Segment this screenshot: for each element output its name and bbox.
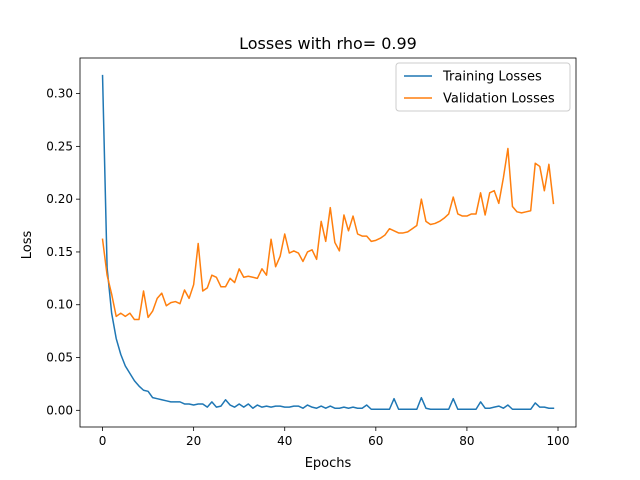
legend-label-1: Validation Losses xyxy=(443,92,555,107)
x-tick-label: 60 xyxy=(368,434,383,448)
x-tick-label: 0 xyxy=(99,434,107,448)
chart-title: Losses with rho= 0.99 xyxy=(239,34,417,53)
legend-label-0: Training Losses xyxy=(442,70,542,85)
y-axis-label: Loss xyxy=(20,231,35,260)
x-tick-label: 20 xyxy=(186,434,201,448)
y-tick-label: 0.30 xyxy=(46,87,73,101)
x-axis-label: Epochs xyxy=(305,456,352,471)
series-line-1 xyxy=(101,147,555,321)
series-line-0 xyxy=(101,74,555,411)
x-tick-label: 40 xyxy=(277,434,292,448)
y-tick-label: 0.15 xyxy=(46,245,73,259)
x-tick-label: 80 xyxy=(459,434,474,448)
axes-frame xyxy=(79,57,577,428)
plot-area: 0 20 40 60 80 100 0.00 0.05 0.10 0.15 0.20 0.25 0.30 xyxy=(46,57,577,448)
y-tick-label: 0.10 xyxy=(46,298,73,312)
legend-box xyxy=(395,62,571,112)
x-tick-label: 100 xyxy=(547,434,570,448)
y-tick-label: 0.05 xyxy=(46,351,73,365)
y-tick-label: 0.25 xyxy=(46,139,73,153)
legend: Training Losses Validation Losses xyxy=(395,62,571,112)
y-tick-label: 0.20 xyxy=(46,192,73,206)
y-tick-label: 0.00 xyxy=(46,403,73,417)
